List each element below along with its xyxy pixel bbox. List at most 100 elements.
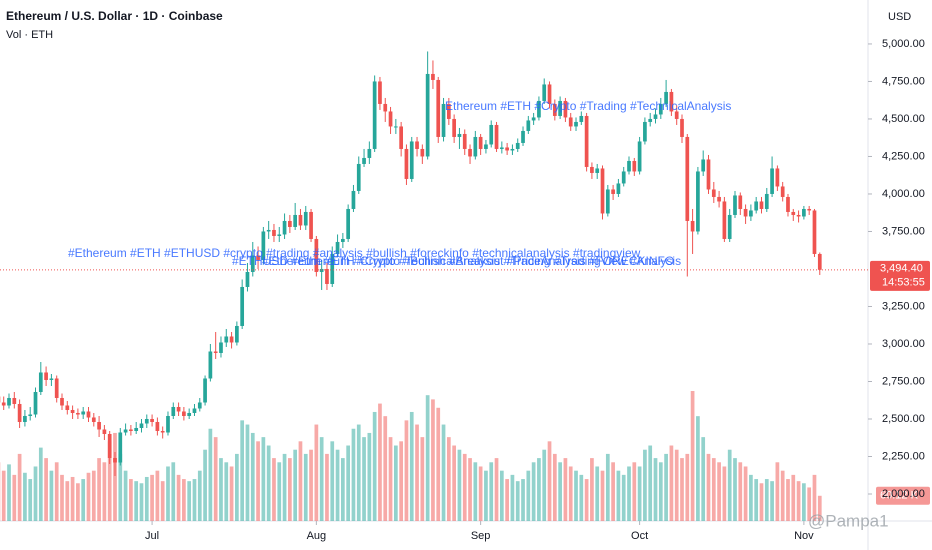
volume-label-box xyxy=(876,486,930,505)
volume-bar xyxy=(590,458,594,521)
volume-bar xyxy=(1,470,6,521)
candle-body xyxy=(616,183,621,194)
candle-body xyxy=(526,120,531,131)
candle-body xyxy=(611,189,615,194)
volume-bar xyxy=(510,474,515,521)
volume-bar xyxy=(393,445,398,521)
volume-bar xyxy=(362,437,366,521)
volume-bar xyxy=(38,447,43,521)
y-tick-label: 3,250.00 xyxy=(882,300,925,312)
volume-bar xyxy=(420,437,425,521)
candle-body xyxy=(791,211,796,215)
candle-body xyxy=(563,100,568,118)
volume-bar xyxy=(166,466,170,521)
volume-bar xyxy=(319,437,324,521)
candle-body xyxy=(653,114,658,119)
volume-bar xyxy=(245,424,250,521)
volume-bar xyxy=(272,458,276,521)
y-tick-label: 3,750.00 xyxy=(882,225,925,237)
volume-bar xyxy=(76,483,80,521)
volume-bar xyxy=(436,407,441,521)
volume-bar xyxy=(60,474,64,521)
candle-body xyxy=(224,336,229,343)
candle-body xyxy=(590,166,594,173)
volume-bar xyxy=(796,481,801,521)
candle-body xyxy=(182,411,186,416)
volume-bar xyxy=(563,458,568,521)
y-tick-label: 4,250.00 xyxy=(882,150,925,162)
candle-body xyxy=(462,133,467,149)
y-tick-label: 4,500.00 xyxy=(882,113,925,125)
candle-body xyxy=(605,189,610,214)
y-tick-label: 5,000.00 xyxy=(882,38,925,50)
volume-bar xyxy=(70,476,75,521)
candle-body xyxy=(669,91,674,112)
candle-body xyxy=(786,196,790,212)
last-price-label: 3,494.40 xyxy=(880,263,923,275)
candle-body xyxy=(547,84,552,104)
x-tick-label: Nov xyxy=(794,530,814,542)
candle-body xyxy=(510,148,515,151)
volume-bar xyxy=(807,487,812,521)
volume-bar xyxy=(749,474,753,521)
candle-body xyxy=(431,73,435,80)
candle-body xyxy=(97,421,101,430)
volume-bar xyxy=(415,424,419,521)
y-tick-label: 4,000.00 xyxy=(882,188,925,200)
candle-body xyxy=(235,325,239,343)
candle-body xyxy=(420,148,425,157)
volume-bar xyxy=(388,437,393,521)
candle-body xyxy=(240,286,245,326)
y-tick-label: 3,000.00 xyxy=(882,338,925,350)
candle-body xyxy=(187,412,192,416)
volume-bar xyxy=(33,466,38,521)
candle-body xyxy=(261,231,266,260)
annotation: #Ethereum #ETH #ETHUSD #crypto #trading … xyxy=(68,246,641,260)
candle-body xyxy=(330,253,335,284)
candle-body xyxy=(441,103,446,137)
candle-body xyxy=(44,372,48,380)
volume-bar xyxy=(521,479,525,521)
volume-bar xyxy=(568,466,573,521)
candle-body xyxy=(727,214,732,239)
volume-bar xyxy=(182,479,186,521)
candle-body xyxy=(484,144,488,149)
candle-body xyxy=(568,117,573,127)
candle-body xyxy=(250,255,255,272)
volume-bar xyxy=(802,483,806,521)
volume-bar xyxy=(812,474,817,521)
candle-body xyxy=(595,168,600,173)
volume-bar xyxy=(664,453,668,521)
volume-bar xyxy=(372,411,377,521)
volume-bar xyxy=(621,474,626,521)
candle-body xyxy=(118,432,123,463)
volume-bar xyxy=(462,453,467,521)
candle-body xyxy=(102,429,107,434)
candle-body xyxy=(796,214,801,217)
volume-bar xyxy=(330,441,335,521)
candle-body xyxy=(282,220,287,235)
candle-body xyxy=(60,397,64,406)
candle-body xyxy=(86,411,91,418)
candle-body xyxy=(335,241,340,254)
candle-body xyxy=(356,163,361,191)
volume-bar xyxy=(240,420,245,521)
volume-bar xyxy=(764,479,769,521)
candle-body xyxy=(12,397,17,404)
volume-bar xyxy=(786,479,790,521)
candle-body xyxy=(759,201,764,209)
candle-body xyxy=(351,190,356,209)
volume-bar xyxy=(378,403,382,521)
candle-body xyxy=(33,391,38,415)
volume-bar xyxy=(309,449,313,521)
candle-body xyxy=(817,253,822,270)
volume-label: 60.12 K xyxy=(880,490,919,502)
candle-body xyxy=(319,268,324,272)
volume-bar xyxy=(155,470,160,521)
candle-body xyxy=(579,115,584,122)
candle-body xyxy=(144,418,149,424)
volume-bar xyxy=(515,481,520,521)
candle-body xyxy=(388,111,393,127)
volume-bar xyxy=(526,470,531,521)
candle-body xyxy=(28,414,33,416)
